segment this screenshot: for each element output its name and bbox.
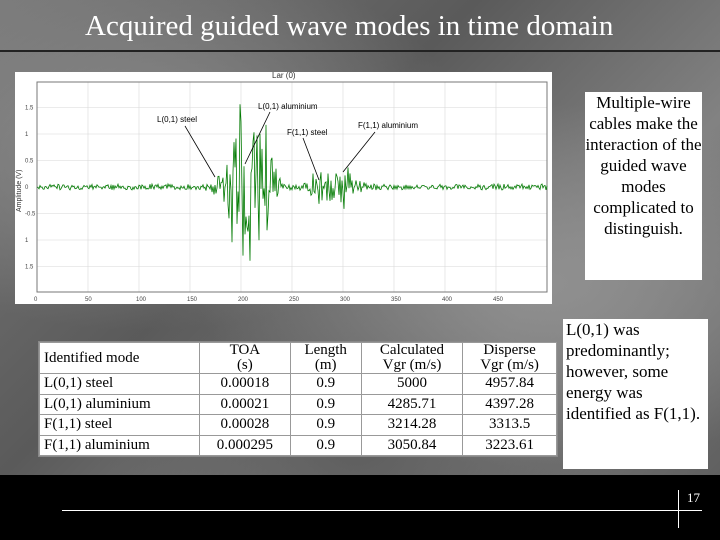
cell-disperse-vgr: 3313.5 — [462, 414, 557, 436]
x-tick-labels: 0 50 100 150 200 250 300 350 400 450 — [34, 297, 504, 303]
results-table: Identified mode TOA (s) Length (m) Calcula… — [38, 341, 558, 457]
cell-disperse-vgr: 4397.28 — [462, 393, 557, 415]
y-axis-label: Amplitude (V) — [16, 170, 23, 212]
arrow-l01-steel — [184, 125, 216, 178]
cell-mode: F(1,1) aluminium — [38, 434, 201, 456]
cell-toa: 0.000295 — [199, 434, 291, 456]
y-tick-label: 0.5 — [25, 159, 34, 165]
cell-calculated-vgr: 3050.84 — [360, 434, 464, 456]
cell-length: 0.9 — [289, 393, 362, 415]
cell-calculated-vgr: 5000 — [360, 373, 464, 395]
y-tick-label: -0.5 — [25, 212, 36, 218]
x-tick-label: 400 — [442, 297, 453, 303]
table-header-row: Identified mode TOA (s) Length (m) Calcula… — [38, 342, 557, 374]
cell-length: 0.9 — [289, 434, 362, 456]
y-tick-label: 1 — [25, 132, 29, 138]
plot-header-label: Lar (0) — [272, 72, 296, 80]
y-tick-label: 1.5 — [25, 265, 34, 271]
x-tick-label: 100 — [136, 297, 147, 303]
header-toa: TOA (s) — [199, 342, 291, 374]
title-divider — [0, 50, 720, 52]
x-tick-label: 450 — [493, 297, 504, 303]
header-calculated-vgr: Calculated Vgr (m/s) — [360, 342, 464, 374]
cell-toa: 0.00018 — [199, 373, 291, 395]
table-row: L(0,1) aluminium 0.00021 0.9 4285.71 439… — [38, 393, 557, 415]
slide-title: Acquired guided wave modes in time domai… — [85, 10, 614, 42]
table-row: F(1,1) steel 0.00028 0.9 3214.28 3313.5 — [38, 414, 557, 436]
cell-disperse-vgr: 4957.84 — [462, 373, 557, 395]
cell-toa: 0.00028 — [199, 414, 291, 436]
annotation-f11-steel: F(1,1) steel — [287, 128, 328, 137]
table-row: L(0,1) steel 0.00018 0.9 5000 4957.84 — [38, 373, 557, 395]
arrow-f11-aluminium — [342, 131, 376, 173]
footer-rule — [62, 510, 702, 511]
cell-calculated-vgr: 4285.71 — [360, 393, 464, 415]
waveform-svg: Lar (0) Amplitude (V) 1.5 1 0.5 0 -0.5 1 1.5 0… — [15, 71, 552, 304]
arrow-l01-aluminium — [244, 111, 271, 165]
x-tick-label: 50 — [85, 297, 92, 303]
y-tick-label: 0 — [25, 185, 29, 191]
cell-calculated-vgr: 3214.28 — [360, 414, 464, 436]
waveform-plot: Lar (0) Amplitude (V) 1.5 1 0.5 0 -0.5 1 1.5 0… — [15, 71, 552, 304]
header-length: Length (m) — [289, 342, 362, 374]
cell-mode: L(0,1) aluminium — [38, 393, 201, 415]
y-tick-label: 1 — [25, 238, 29, 244]
x-tick-label: 150 — [187, 297, 198, 303]
header-disperse-vgr: Disperse Vgr (m/s) — [462, 342, 557, 374]
x-tick-label: 200 — [238, 297, 249, 303]
slide-footer — [0, 475, 720, 540]
signal-trace — [36, 104, 548, 261]
x-tick-label: 0 — [34, 297, 38, 303]
y-tick-labels: 1.5 1 0.5 0 -0.5 1 1.5 — [25, 106, 36, 271]
annotation-l01-aluminium: L(0,1) aluminium — [258, 102, 318, 111]
cell-toa: 0.00021 — [199, 393, 291, 415]
cell-length: 0.9 — [289, 414, 362, 436]
cell-mode: L(0,1) steel — [38, 373, 201, 395]
table-row: F(1,1) aluminium 0.000295 0.9 3050.84 32… — [38, 434, 557, 456]
header-identified-mode: Identified mode — [38, 342, 201, 374]
x-tick-label: 300 — [340, 297, 351, 303]
note-l01-predominant: L(0,1) was predominantly; however, some … — [563, 319, 708, 469]
cell-disperse-vgr: 3223.61 — [462, 434, 557, 456]
note-multiple-wire: Multiple-wire cables make the interactio… — [585, 92, 702, 280]
annotation-f11-aluminium: F(1,1) aluminium — [358, 121, 418, 130]
arrow-f11-steel — [302, 137, 320, 181]
footer-divider — [678, 490, 679, 528]
annotation-l01-steel: L(0,1) steel — [157, 115, 197, 124]
x-tick-label: 250 — [289, 297, 300, 303]
y-tick-label: 1.5 — [25, 106, 34, 112]
cell-mode: F(1,1) steel — [38, 414, 201, 436]
cell-length: 0.9 — [289, 373, 362, 395]
x-tick-label: 350 — [391, 297, 402, 303]
page-number: 17 — [687, 490, 700, 505]
